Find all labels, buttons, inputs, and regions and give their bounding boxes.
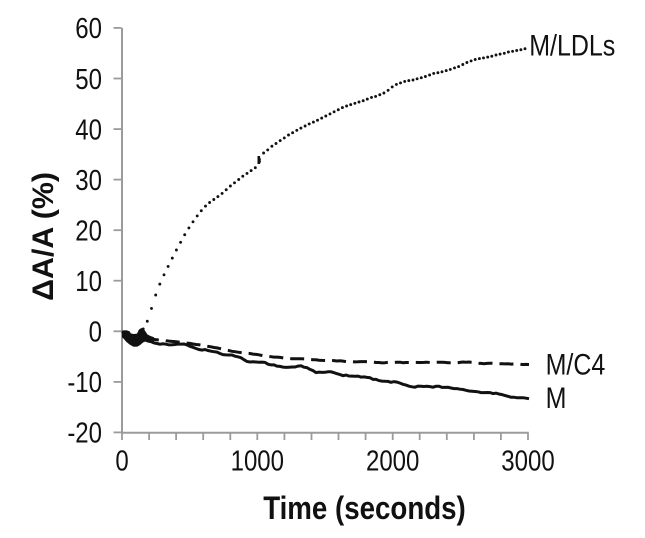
svg-text:40: 40	[75, 113, 102, 145]
svg-text:3000: 3000	[501, 445, 554, 477]
svg-text:10: 10	[75, 265, 102, 297]
svg-text:M: M	[546, 381, 567, 414]
svg-text:0: 0	[89, 316, 102, 348]
svg-text:20: 20	[75, 215, 102, 247]
svg-text:M/C4: M/C4	[546, 347, 606, 380]
svg-text:Time (seconds): Time (seconds)	[263, 491, 466, 527]
svg-text:0: 0	[115, 445, 128, 477]
svg-text:50: 50	[75, 63, 102, 95]
svg-text:M/LDLs: M/LDLs	[529, 29, 615, 62]
svg-text:30: 30	[75, 164, 102, 196]
svg-text:ΔA/A (%): ΔA/A (%)	[27, 172, 60, 301]
svg-text:1000: 1000	[231, 445, 284, 477]
svg-text:-10: -10	[67, 366, 102, 398]
svg-text:2000: 2000	[366, 445, 419, 477]
svg-text:-20: -20	[67, 417, 102, 449]
svg-text:60: 60	[75, 12, 102, 44]
